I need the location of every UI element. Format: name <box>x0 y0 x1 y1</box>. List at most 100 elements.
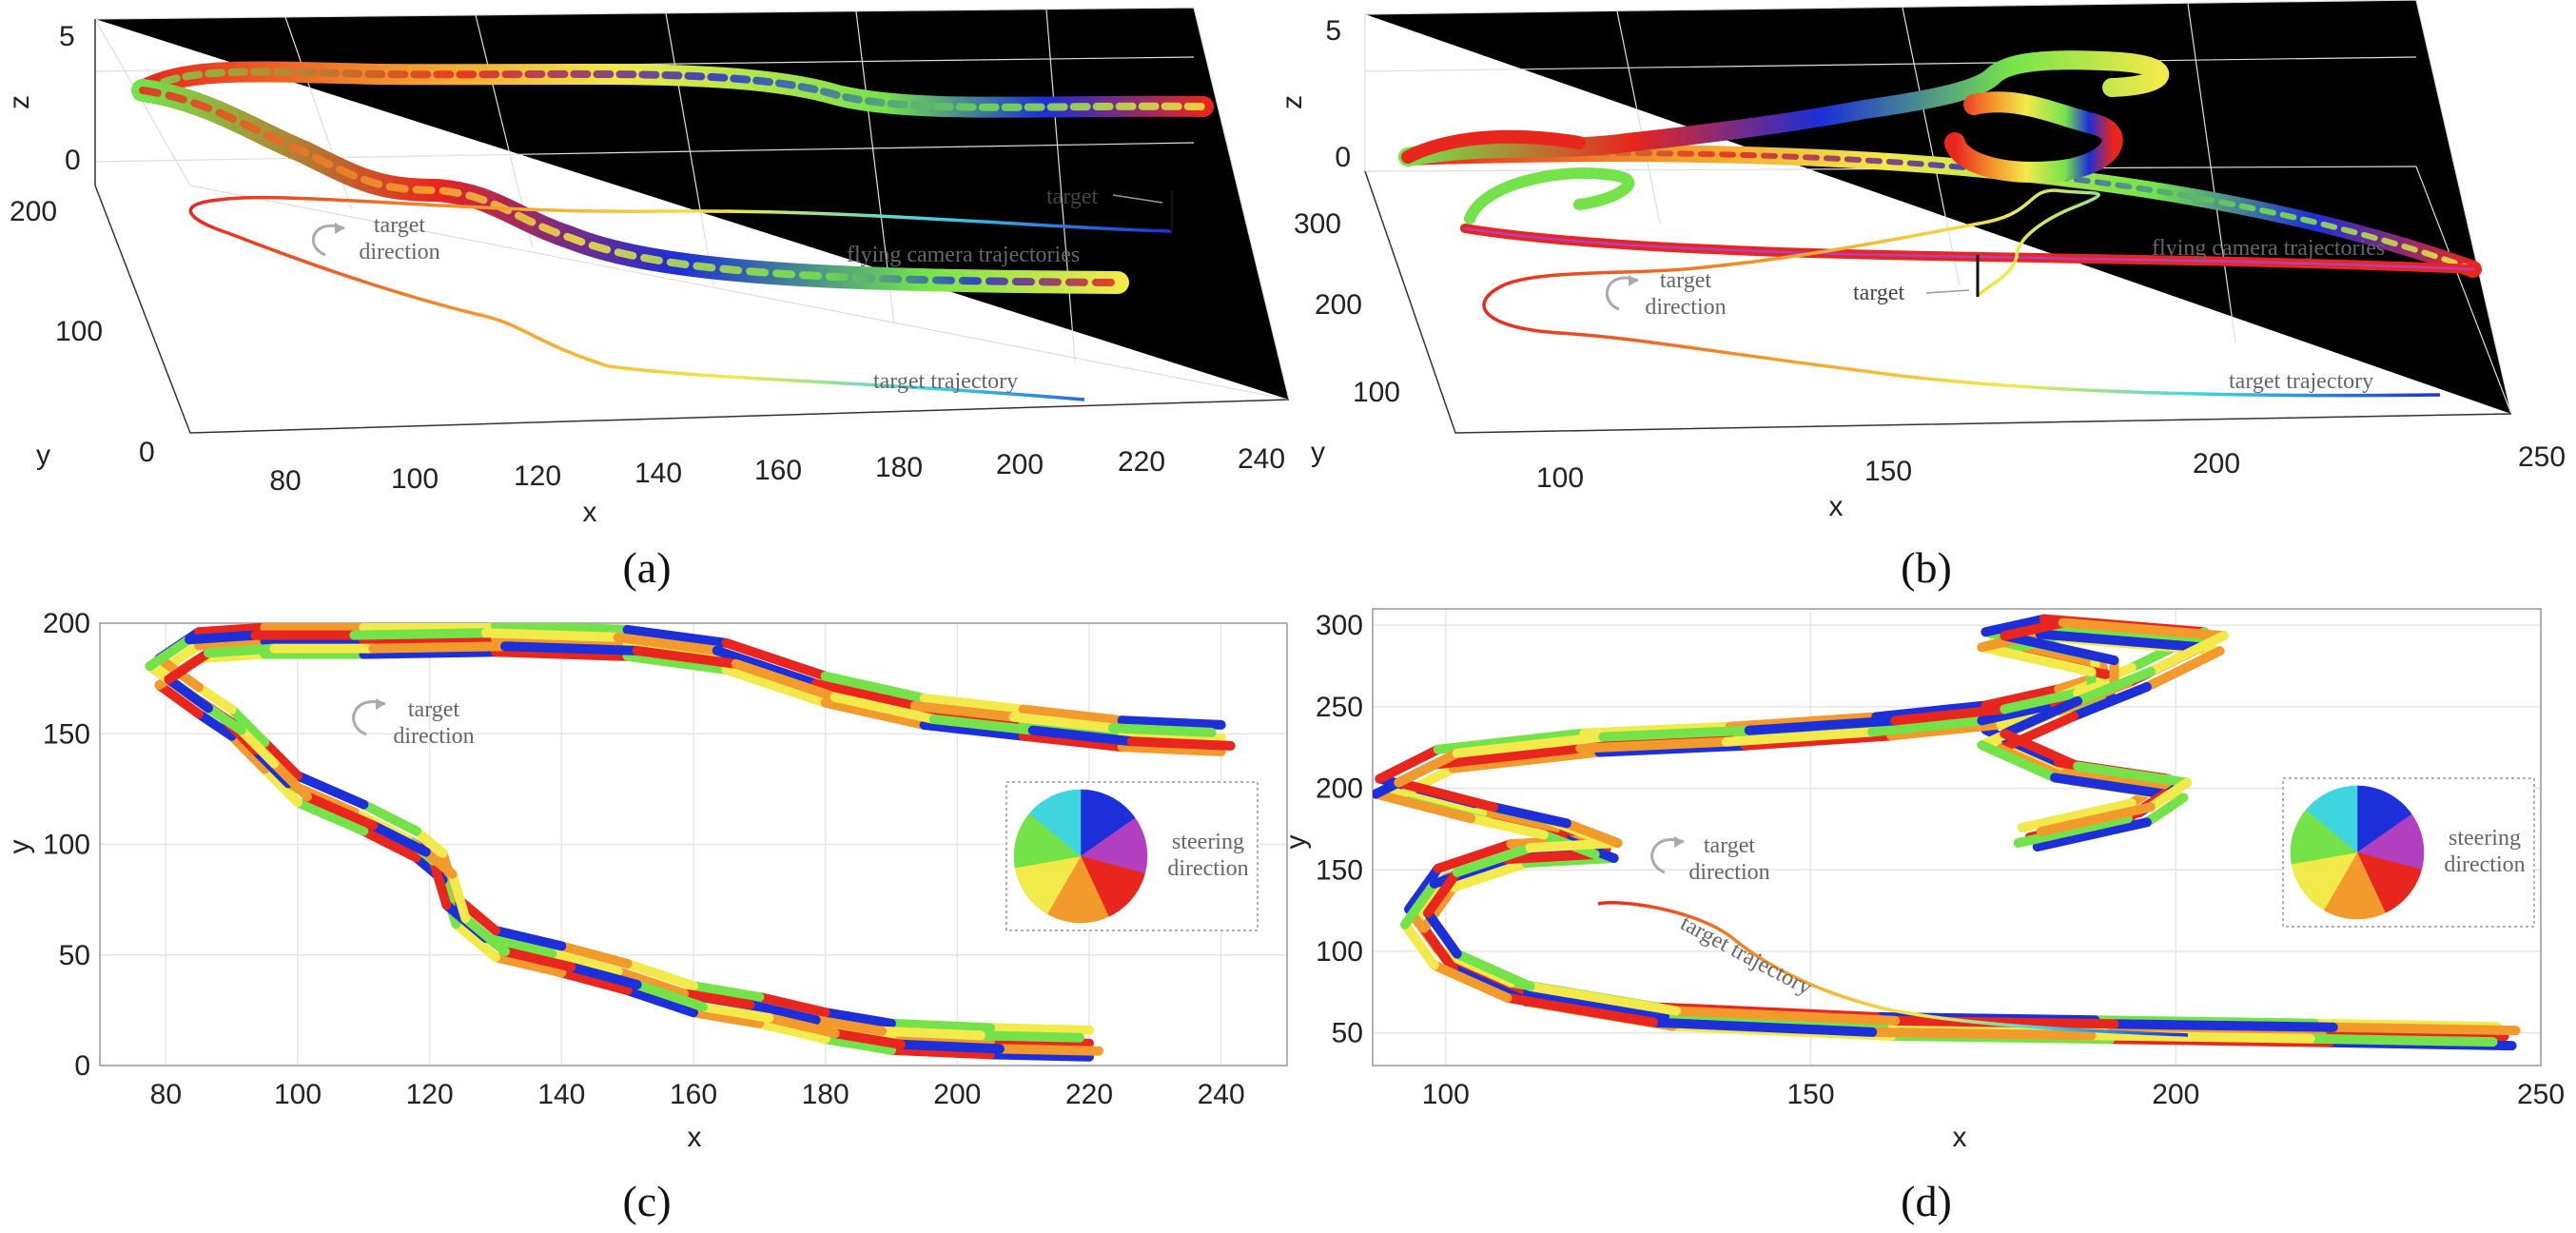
c-trajectory-1-seg-25 <box>919 694 1028 714</box>
d-trajectory-0-seg-11 <box>1477 808 1560 834</box>
c-trajectory-2-seg-11 <box>359 826 421 863</box>
d-wheel-sector-71 <box>2351 785 2358 853</box>
c-trajectory-4-seg-5 <box>632 980 708 1012</box>
c-trajectory-1-seg-18 <box>194 623 270 637</box>
b-ytick-0: 100 <box>1353 377 1400 408</box>
c-trajectory-1-seg-24 <box>820 671 929 703</box>
c-xtick-2: 120 <box>406 1079 454 1110</box>
c-wheel-sector-71 <box>1074 789 1082 857</box>
c-xtick-7: 220 <box>1065 1079 1113 1110</box>
d-target-trajectory <box>1597 901 2189 1037</box>
a-direction-line1: target <box>374 213 426 238</box>
c-trajectory-1-seg-21 <box>491 623 633 635</box>
a-xtick-5: 180 <box>875 452 923 483</box>
d-x-ticks: 100 150 200 250 <box>1422 1079 2565 1110</box>
d-trajectory-4-seg-2 <box>1890 1015 2119 1029</box>
c-trajectory-1-seg-10 <box>411 826 448 858</box>
c-trajectory-4-seg-26 <box>1027 725 1137 747</box>
d-trajectory-4-seg-27 <box>2000 729 2083 772</box>
d-trajectory-3-seg-7 <box>1400 878 1439 930</box>
c-x-ticks: 80 100 120 140 160 180 200 220 240 <box>150 1079 1245 1110</box>
c-trajectory-2-seg-25 <box>919 720 1028 741</box>
c-trajectory-1-seg-27 <box>1117 715 1226 730</box>
c-trajectory-2-seg-13 <box>260 764 302 808</box>
d-trajectory-3-seg-0 <box>2305 1033 2498 1047</box>
d-trajectory-3-seg-27 <box>1977 740 2060 783</box>
d-trajectory-4-seg-30 <box>2036 802 2156 836</box>
c-trajectory-4-seg-17 <box>164 648 213 685</box>
a-target-trajectory <box>188 195 1173 401</box>
d-trajectory-0-seg-4 <box>1513 987 1669 1022</box>
d-trajectory-4-seg-26 <box>2000 695 2083 739</box>
d-trajectory-2-seg-29 <box>2141 793 2189 828</box>
c-trajectory-3-seg-27 <box>1107 723 1217 737</box>
c-trajectory-4-seg-21 <box>500 641 642 656</box>
d-series-group <box>1373 614 2521 1051</box>
c-trajectory-1-seg-3 <box>754 991 830 1018</box>
c-trajectory-1-seg-7 <box>491 926 567 951</box>
d-trajectory-4-seg-28 <box>2073 761 2193 788</box>
c-trajectory-1-seg-0 <box>986 1023 1094 1035</box>
d-xtick-0: 100 <box>1422 1079 1470 1110</box>
c-trajectory-3-seg-5 <box>613 967 689 999</box>
c-ylabel: y <box>4 840 35 854</box>
d-trajectory-4-seg-21 <box>2000 631 2119 665</box>
c-trajectory-0-seg-20 <box>359 634 500 646</box>
c-trajectory-4-seg-0 <box>995 1044 1103 1056</box>
c-trajectory-3-seg-4 <box>679 988 755 1009</box>
d-trajectory-4-seg-5 <box>1452 949 1535 991</box>
c-trajectory-2-seg-23 <box>721 664 830 708</box>
d-direction-line2: direction <box>1688 860 1769 885</box>
a-target-label: target <box>1046 185 1099 209</box>
d-trajectory-2-seg-25 <box>2069 682 2152 721</box>
b-ytick-1: 200 <box>1315 289 1362 321</box>
c-trajectory-4-seg-1 <box>896 1039 1005 1054</box>
b-target-label: target <box>1853 281 1905 305</box>
c-trajectory-1-seg-1 <box>887 1018 995 1033</box>
d-trajectory-3-seg-30 <box>2013 813 2133 848</box>
d-trajectory-3-seg-23 <box>2035 629 2206 653</box>
a-camera-trajectories <box>131 61 1214 294</box>
a-ztick-1: 5 <box>59 21 75 52</box>
a-xtick-6: 200 <box>996 449 1044 480</box>
panel-d: 100 150 200 250 50 100 150 200 250 300 x y targe… <box>1280 608 2565 1153</box>
c-ytick-2: 100 <box>43 830 90 861</box>
d-trajectory-2-seg-13 <box>1390 763 1458 803</box>
d-trajectory-3-seg-17 <box>1867 715 1987 737</box>
c-trajectory-4-seg-10 <box>420 847 458 879</box>
d-trajectory-3-seg-21 <box>1977 642 2097 676</box>
c-trajectory-3-seg-3 <box>745 999 821 1026</box>
d-direction-arrowhead <box>1674 836 1684 848</box>
a-xtick-8: 240 <box>1238 443 1285 475</box>
c-trajectory-1-seg-15 <box>194 682 237 714</box>
d-trajectory-2-seg-16 <box>1740 731 1897 751</box>
c-trajectory-4-seg-15 <box>204 703 246 735</box>
c-direction-line2: direction <box>393 724 474 749</box>
b-xtick-0: 100 <box>1536 462 1584 494</box>
c-trajectory-2-seg-27 <box>1117 742 1226 756</box>
a-xlabel: x <box>583 497 597 528</box>
d-direction-line1: target <box>1704 833 1756 858</box>
b-ylabel: y <box>1311 437 1325 468</box>
d-trajectory-4-seg-13 <box>1394 748 1462 788</box>
c-direction-line1: target <box>408 697 460 722</box>
d-trajectory-4-seg-7 <box>1423 867 1462 918</box>
d-trajectory-1-seg-30 <box>2017 798 2137 832</box>
c-trajectory-2-seg-15 <box>194 709 237 741</box>
d-trajectory-0-seg-5 <box>1440 954 1524 997</box>
c-trajectory-0-seg-1 <box>887 1031 995 1047</box>
d-trajectory-0-seg-16 <box>1732 721 1889 741</box>
d-trajectory-0-seg-15 <box>1587 731 1743 748</box>
c-trajectory-2-seg-18 <box>194 649 270 664</box>
c-trajectory-4-seg-12 <box>302 792 379 831</box>
c-trajectory-3-seg-23 <box>712 645 821 689</box>
d-trajectory-2-seg-6 <box>1419 923 1458 974</box>
b-direction-line1: target <box>1660 268 1712 293</box>
caption-d: (d) <box>1901 1177 1952 1225</box>
c-trajectory-4-seg-2 <box>829 1028 906 1049</box>
caption-c: (c) <box>622 1177 671 1225</box>
a-ytick-2: 200 <box>10 196 57 227</box>
c-ytick-1: 50 <box>59 940 90 971</box>
c-trajectory-1-seg-26 <box>1018 704 1127 726</box>
